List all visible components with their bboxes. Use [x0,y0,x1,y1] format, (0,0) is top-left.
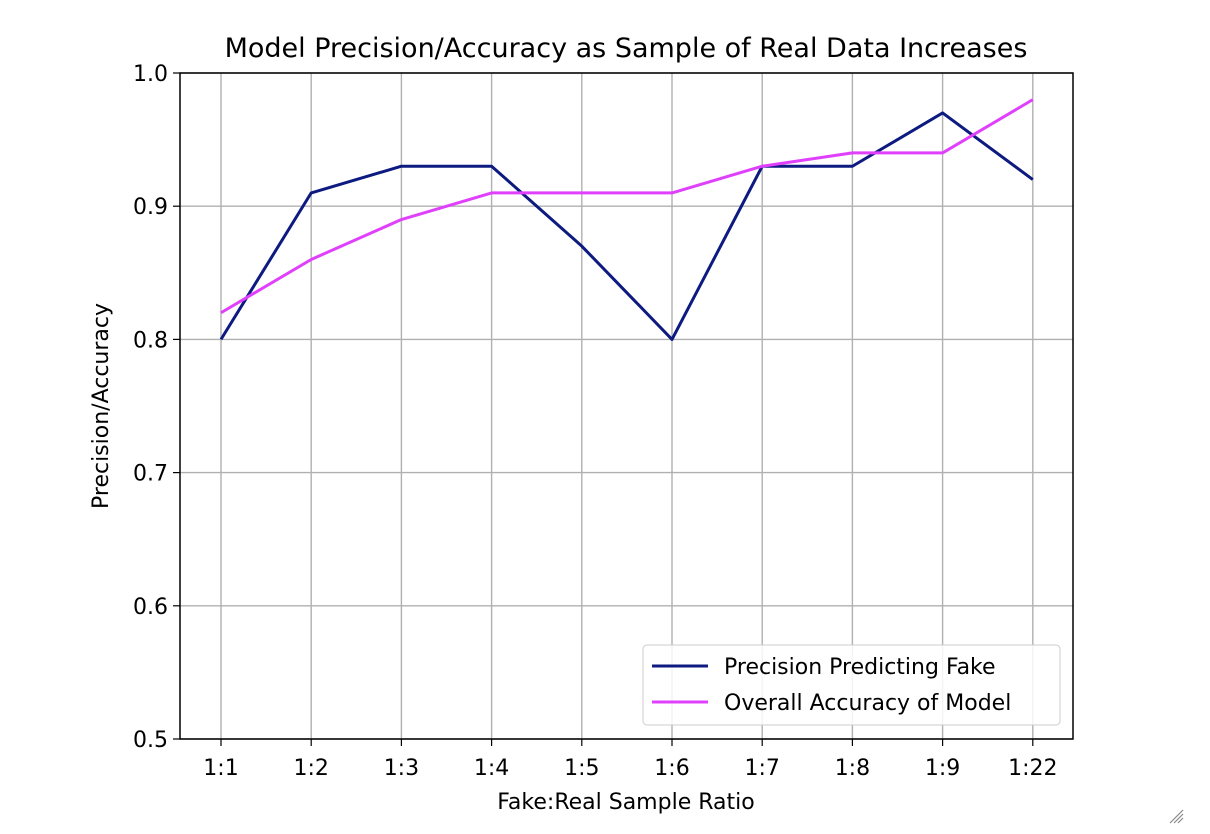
x-axis: 1:1 1:2 1:3 1:4 1:5 1:6 1:7 1:8 1:9 1:22 [203,739,1058,781]
x-tick-label: 1:7 [744,756,779,781]
plot-frame [179,72,1074,740]
y-tick-label: 0.7 [133,462,168,487]
x-tick-label: 1:6 [654,756,689,781]
y-tick-label: 0.5 [133,728,168,753]
legend: Precision Predicting Fake Overall Accurac… [642,644,1061,726]
resize-grip-icon[interactable] [1168,808,1184,824]
grid [180,72,1073,740]
series-line-1 [219,111,1034,341]
y-tick-label: 0.9 [133,195,168,220]
x-tick-label: 1:9 [925,756,960,781]
series-line-2 [220,98,1034,315]
x-axis-label: Fake:Real Sample Ratio [497,790,754,815]
series-lines [219,98,1034,341]
y-axis: 0.5 0.6 0.7 0.8 0.9 1.0 [133,62,180,753]
x-tick-label: 1:1 [203,756,238,781]
x-tick-label: 1:8 [835,756,870,781]
y-tick-label: 0.6 [133,595,168,620]
y-tick-label: 0.8 [133,328,168,353]
legend-label: Overall Accuracy of Model [724,691,1011,716]
y-axis-label: Precision/Accuracy [89,303,114,509]
chart-title: Model Precision/Accuracy as Sample of Re… [225,33,1028,64]
legend-box [642,644,1061,726]
x-tick-label: 1:5 [564,756,599,781]
legend-label: Precision Predicting Fake [724,655,996,680]
x-tick-label: 1:3 [384,756,419,781]
x-tick-label: 1:4 [474,756,509,781]
y-tick-label: 1.0 [133,62,168,87]
x-tick-label: 1:22 [1008,756,1057,781]
x-tick-label: 1:2 [293,756,328,781]
